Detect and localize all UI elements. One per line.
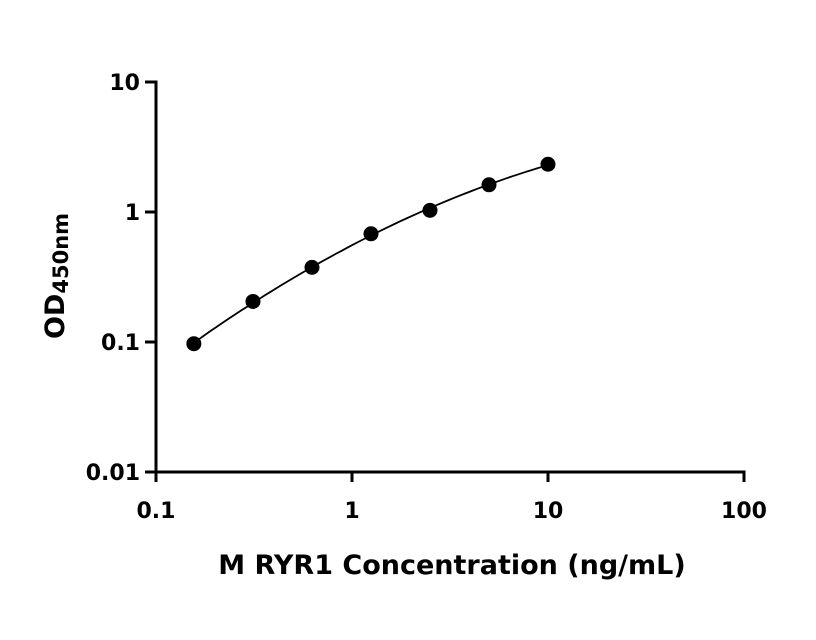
x-axis-title: M RYR1 Concentration (ng/mL) [218,550,685,581]
data-point [304,259,320,275]
data-point [422,202,438,218]
y-axis-title-subscript: 450nm [49,213,73,294]
y-tick-label: 10 [109,71,140,96]
x-tick-label: 1 [344,499,359,524]
axes [154,80,746,474]
y-axis-title: OD450nm [40,213,73,339]
x-tick-label: 0.1 [137,499,176,524]
data-points [186,156,556,352]
y-tick-label: 0.1 [101,331,140,356]
x-tick-label: 10 [533,499,564,524]
data-point [245,293,261,309]
data-point [363,226,379,242]
y-tick-label: 0.01 [86,461,140,486]
data-point [186,336,202,352]
x-ticks: 0.1 1 10 100 [137,472,767,524]
data-point [540,156,556,172]
fit-curve [193,164,549,344]
y-axis-title-main: OD [40,294,71,339]
data-point [481,177,497,193]
x-tick-label: 100 [721,499,767,524]
y-tick-label: 1 [125,201,140,226]
y-ticks: 0.01 0.1 1 10 [86,71,156,486]
